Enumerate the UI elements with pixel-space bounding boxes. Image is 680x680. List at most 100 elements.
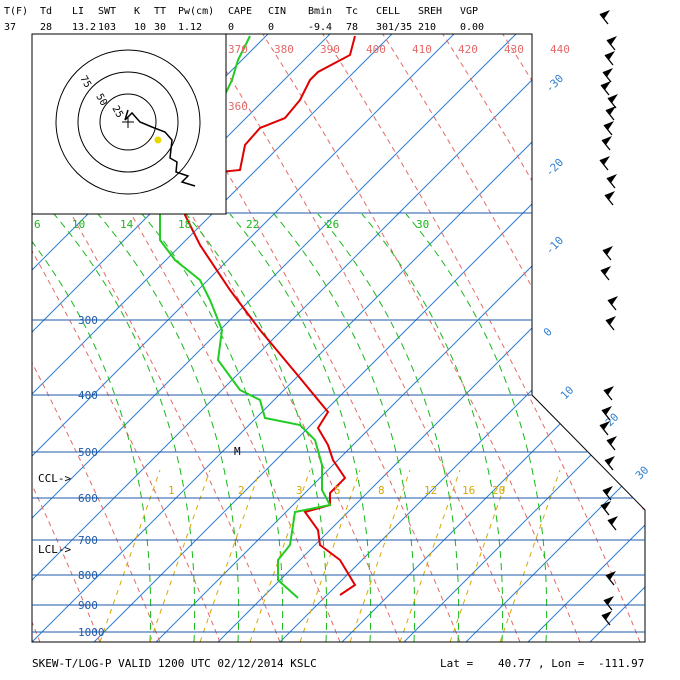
wind-barb (601, 136, 612, 151)
wind-barb (603, 121, 614, 136)
moist-adiabat (97, 213, 240, 642)
wind-barb (599, 10, 610, 25)
wind-barb (606, 436, 617, 451)
theta-label: 440 (550, 43, 570, 56)
wind-barb (606, 36, 617, 51)
theta-label: 420 (458, 43, 478, 56)
header-label: K (134, 6, 140, 17)
pressure-label: 600 (78, 492, 98, 505)
mixing-ratio-line (299, 469, 361, 642)
temperature-label: 0 (541, 325, 555, 339)
moist-adiabat (185, 213, 328, 642)
dry-adiabat (429, 34, 645, 642)
header-label: Bmin (308, 6, 332, 17)
isotherm-line (32, 34, 591, 642)
wind-barbs (599, 10, 618, 626)
theta-e-label: 22 (246, 218, 259, 231)
moist-adiabat (405, 213, 548, 642)
hodograph-ring-label: 50 (93, 92, 109, 108)
hodograph-frame (31, 33, 227, 215)
theta-e-label: 14 (120, 218, 134, 231)
hodograph-ring (55, 49, 201, 195)
dry-adiabat (32, 34, 161, 642)
theta-e-label: 18 (178, 218, 191, 231)
header-label: Tc (346, 6, 358, 17)
header-value: -9.4 (308, 22, 332, 33)
header-value: 301/35 (376, 22, 412, 33)
mixing-ratio-line (199, 469, 261, 642)
hodograph-trace (124, 109, 196, 187)
ccl-label: CCL-> (38, 472, 71, 485)
isotherm-line (589, 34, 645, 642)
header-label: Td (40, 6, 52, 17)
header-label: Pw(cm) (178, 6, 214, 17)
hodograph-ring-label: 75 (77, 74, 93, 90)
header-label: T(F) (4, 6, 28, 17)
plot-frame (31, 33, 646, 643)
wind-barb (600, 266, 611, 281)
temperature-label: 10 (558, 384, 577, 403)
mixing-ratio-label: 3 (296, 484, 303, 497)
header-value: 10 (134, 22, 146, 33)
mixing-ratio-label: 16 (462, 484, 475, 497)
footer-lat-label: Lat = (440, 657, 473, 670)
wind-barb (603, 386, 614, 401)
wind-barb (602, 486, 613, 501)
mixing-ratio-label: 12 (424, 484, 437, 497)
wind-barb (602, 246, 613, 261)
wind-barb (605, 571, 616, 586)
temperature-label: -10 (543, 234, 566, 257)
temperature-label: 30 (633, 464, 652, 483)
dry-adiabat (129, 34, 461, 642)
mixing-ratio-label: 5 (334, 484, 341, 497)
isotherm-line (32, 34, 343, 642)
footer-title: SKEW-T/LOG-P VALID 1200 UTC 02/12/2014 K… (32, 657, 317, 670)
hodograph-ring (99, 93, 157, 151)
theta-label: 400 (366, 43, 386, 56)
theta-e-label: 30 (416, 218, 429, 231)
dry-adiabat (32, 34, 281, 642)
footer-lon-label: , Lon = (538, 657, 585, 670)
temperature-label: -30 (543, 72, 566, 95)
pressure-label: 800 (78, 569, 98, 582)
header-value: 0.00 (460, 22, 484, 33)
hodograph-ring (77, 71, 179, 173)
header-value: 103 (98, 22, 116, 33)
isotherm-line (32, 34, 467, 642)
header-label: CIN (268, 6, 286, 17)
stats-header: T(F) Td LI SWT K TT Pw(cm) CAPE CIN Bmin Tc CELL SRE… (4, 6, 484, 33)
header-value: 1.12 (178, 22, 202, 33)
dry-adiabat (32, 34, 101, 642)
wind-barb (604, 456, 615, 471)
isotherm-line (32, 34, 33, 642)
mixing-ratio-line (99, 469, 161, 642)
isotherm-line (341, 34, 645, 642)
moist-adiabat (317, 213, 460, 642)
wind-barb (601, 611, 612, 626)
wind-barb (600, 81, 611, 96)
mixing-ratio-label: 8 (378, 484, 385, 497)
wind-barb (602, 68, 613, 83)
theta-label: 360 (228, 100, 248, 113)
mixing-ratio-label: 1 (168, 484, 175, 497)
mixing-ratio-line (499, 469, 561, 642)
header-value: 30 (154, 22, 166, 33)
header-label: SWT (98, 6, 116, 17)
wind-barb (600, 501, 611, 516)
theta-label: 410 (412, 43, 432, 56)
hodograph-storm-motion (154, 136, 162, 144)
isotherm-line (465, 34, 645, 642)
header-label: LI (72, 6, 84, 17)
isotherm-line (527, 34, 645, 642)
dry-adiabat (32, 34, 341, 642)
isotherm-line (155, 34, 645, 642)
temperature-label: -20 (543, 156, 566, 179)
dry-adiabat (69, 34, 401, 642)
isotherm-line (32, 34, 405, 642)
wind-barb (604, 51, 615, 66)
theta-label: 380 (274, 43, 294, 56)
wind-barb (606, 174, 617, 189)
mixing-ratio-label: 2 (238, 484, 245, 497)
wind-barb (607, 94, 618, 109)
